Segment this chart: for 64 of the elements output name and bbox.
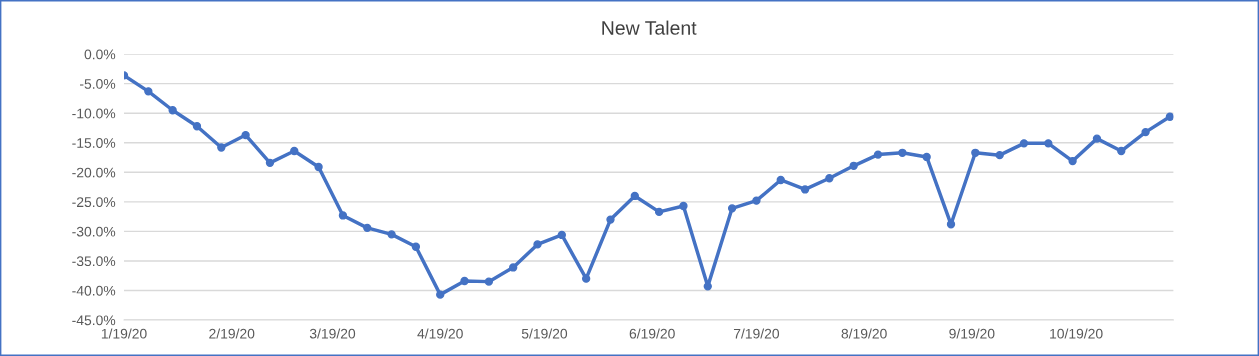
x-tick-label: 4/19/20 [417,328,463,339]
point [752,196,761,205]
chart-title: New Talent [602,20,697,35]
point [533,240,542,249]
point [557,230,566,240]
point [265,158,275,168]
y-tick-label: -40.0% [72,285,116,296]
point [509,263,518,272]
point [898,148,907,157]
x-tick-label: 5/19/20 [521,328,568,339]
point [703,282,712,291]
point [290,146,299,156]
point [1044,139,1053,148]
point [679,201,688,211]
point [217,143,226,152]
point [776,175,785,185]
x-tick-label: 6/19/20 [629,328,675,339]
point [922,152,931,162]
point [873,150,883,159]
point [849,161,858,170]
point [581,274,591,283]
x-tick-label: 1/19/20 [101,328,147,339]
x-tick-label: 2/19/20 [209,328,255,339]
y-tick-label: -20.0% [72,167,116,178]
x-tick-label: 7/19/20 [733,328,780,339]
point [654,207,664,217]
y-tick-label: -10.0% [72,108,116,119]
y-tick-label: 0.0% [84,49,116,60]
y-tick-label: -45.0% [72,315,116,326]
point [971,148,980,157]
point [460,276,469,286]
point [168,106,177,115]
point [484,277,494,286]
point [192,122,202,131]
point [630,191,639,201]
point [1019,139,1029,148]
point [338,211,348,220]
point [436,290,445,299]
point [995,150,1004,160]
point [241,130,250,140]
y-tick-label: -5.0% [80,78,116,89]
y-tick-label: -25.0% [72,197,116,208]
y-tick-label: -15.0% [72,138,116,148]
point [1092,134,1102,143]
x-tick-label: 8/19/20 [841,328,887,339]
point [1141,127,1150,137]
point [411,242,421,251]
point [800,185,810,194]
point [946,220,956,229]
y-tick-label: -30.0% [72,226,116,237]
point [1068,156,1077,166]
x-tick-label: 9/19/20 [949,328,995,339]
point [727,204,737,213]
point [363,223,372,233]
x-tick-label: 10/19/20 [1050,328,1103,339]
point [606,215,615,224]
point [825,174,834,183]
x-tick-label: 3/19/20 [309,328,356,339]
point [144,87,153,96]
point [1165,112,1174,121]
y-tick-label: -35.0% [72,256,116,267]
point [1117,146,1126,156]
point [314,162,323,172]
point [387,230,396,239]
